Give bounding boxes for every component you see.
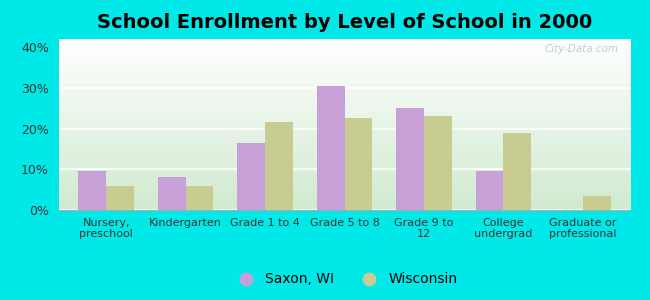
Bar [79,171,106,210]
Bar [237,143,265,210]
Bar [344,118,372,210]
Title: School Enrollment by Level of School in 2000: School Enrollment by Level of School in … [97,13,592,32]
Bar [396,108,424,210]
Text: City-Data.com: City-Data.com [545,44,619,54]
Bar [186,186,213,210]
Bar [503,133,531,210]
Bar [106,186,134,210]
Bar [265,122,293,210]
Legend: Saxon, WI, Wisconsin: Saxon, WI, Wisconsin [226,267,463,292]
Bar [583,196,610,210]
Bar [476,171,503,210]
Bar [317,86,345,210]
Bar [424,116,452,210]
Bar [158,177,186,210]
